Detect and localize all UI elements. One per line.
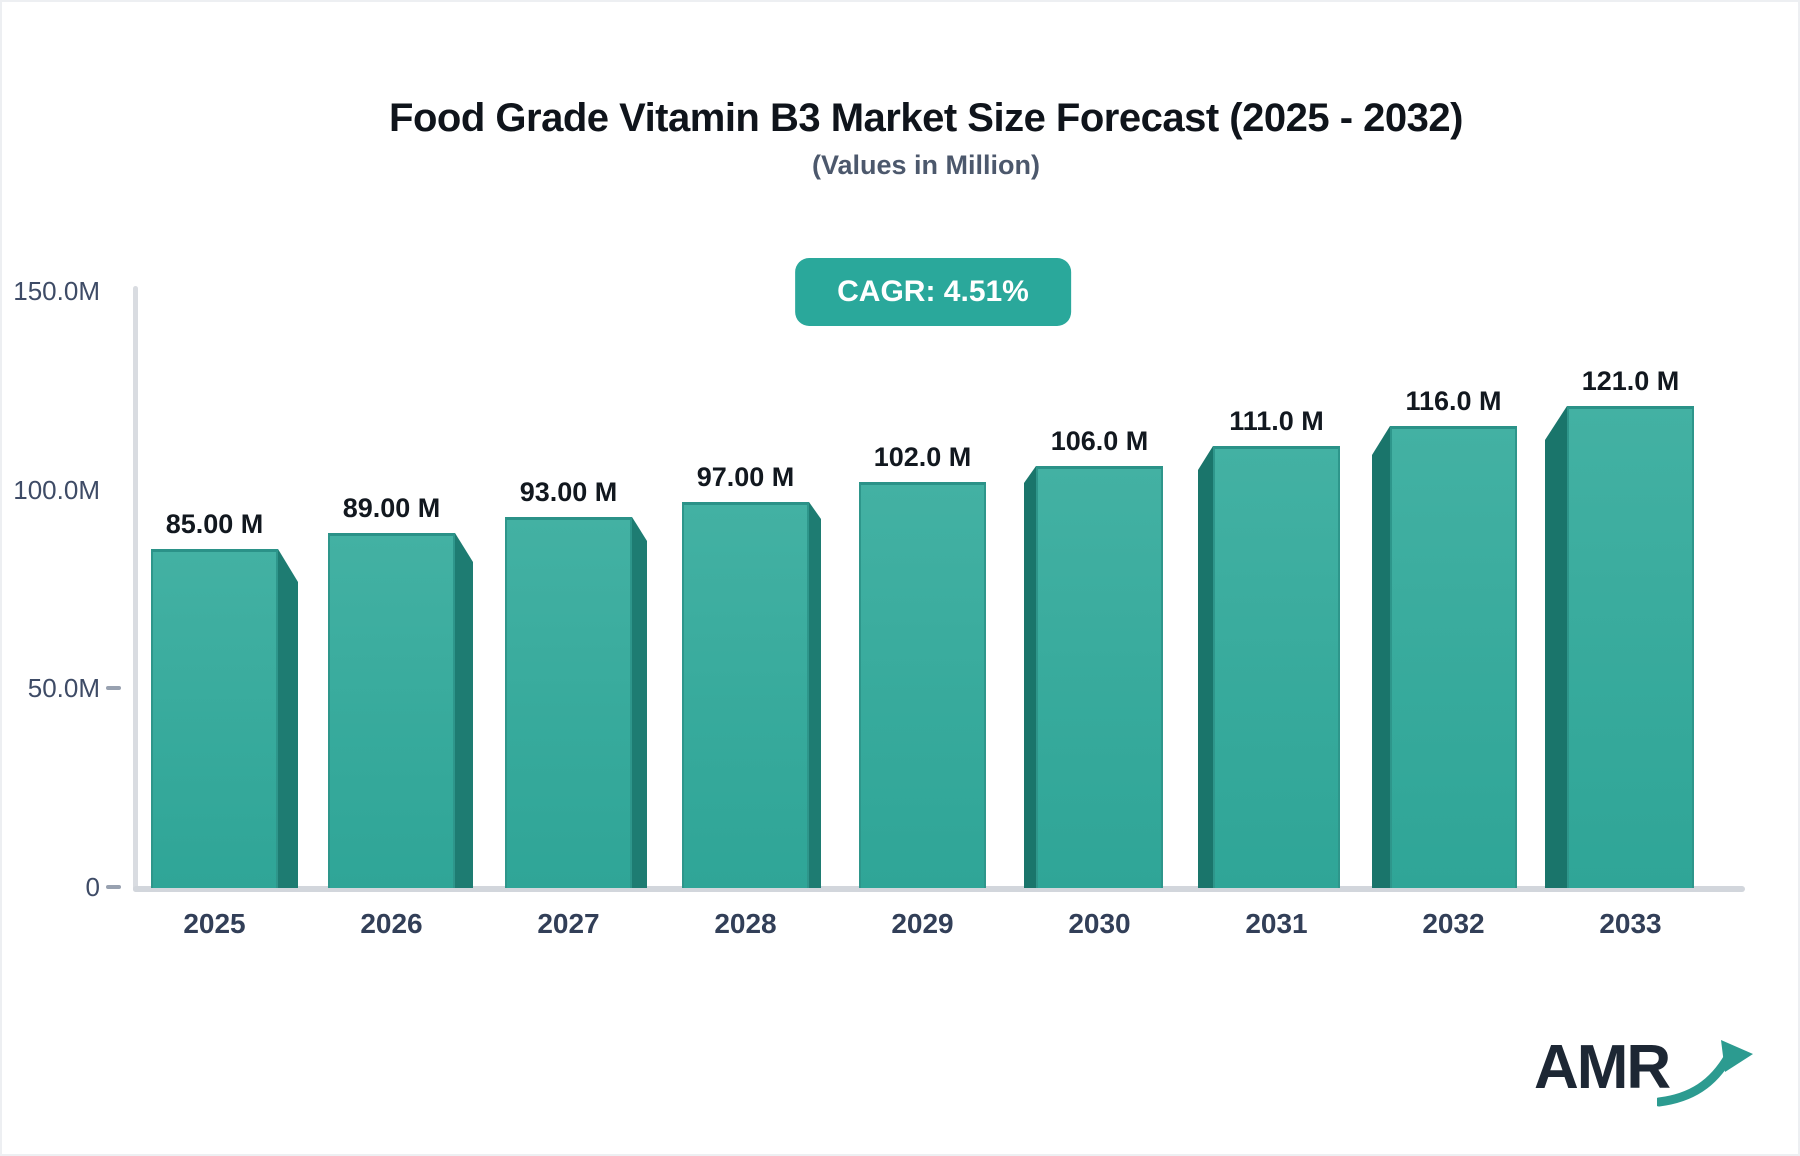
- amr-logo: AMR: [1534, 1036, 1757, 1108]
- y-tick-dash: [106, 885, 121, 889]
- bar-face: [1036, 466, 1163, 888]
- y-tick-label: 100.0M: [13, 474, 100, 505]
- bar-group: [682, 502, 821, 888]
- bar-group: [859, 482, 986, 888]
- bar-face: [1567, 406, 1694, 888]
- chart-title: Food Grade Vitamin B3 Market Size Foreca…: [389, 96, 1463, 140]
- x-axis-line: [133, 886, 1745, 892]
- bar-face: [682, 502, 809, 888]
- bar-side: [1198, 446, 1213, 888]
- x-tick-label: 2030: [1068, 908, 1131, 939]
- x-tick-label: 2033: [1599, 908, 1662, 939]
- bar-value-label: 97.00 M: [696, 462, 795, 492]
- bar-side: [1545, 406, 1567, 888]
- y-tick-label: 0: [85, 872, 100, 902]
- bar-face: [1213, 446, 1340, 888]
- amr-logo-text: AMR: [1534, 1033, 1671, 1102]
- bar-group: [1024, 466, 1163, 888]
- y-axis-line: [133, 286, 138, 892]
- bar-group: [328, 533, 473, 888]
- bar-side: [809, 502, 821, 888]
- y-tick-label: 50.0M: [27, 673, 100, 704]
- bar-side: [455, 533, 473, 888]
- x-tick-label: 2025: [183, 908, 246, 939]
- x-tick-label: 2027: [537, 908, 600, 939]
- x-tick-label: 2026: [360, 908, 423, 939]
- cagr-badge: CAGR: 4.51%: [795, 258, 1071, 326]
- bar-side: [278, 549, 298, 888]
- bar-face: [151, 549, 278, 888]
- bar-group: [1545, 406, 1694, 888]
- chart-subtitle: (Values in Million): [811, 150, 1041, 180]
- x-tick-label: 2032: [1422, 908, 1485, 939]
- growth-arrow-icon: [1657, 1040, 1754, 1107]
- bar-side: [1372, 426, 1390, 888]
- bar-value-label: 89.00 M: [342, 493, 441, 523]
- y-tick-label: 150.0M: [13, 276, 100, 306]
- bar-face: [328, 533, 455, 888]
- bar-value-label: 102.0 M: [873, 442, 972, 472]
- y-tick-dash: [106, 686, 121, 691]
- bar-value-label: 106.0 M: [1050, 426, 1149, 456]
- bar-face: [505, 517, 632, 888]
- bar-value-label: 116.0 M: [1405, 386, 1502, 416]
- bar-face: [859, 482, 986, 888]
- bar-side: [1024, 466, 1036, 888]
- x-tick-label: 2031: [1245, 908, 1308, 939]
- bar-value-label: 111.0 M: [1229, 406, 1324, 436]
- bar-face: [1390, 426, 1517, 888]
- bar-group: [1372, 426, 1517, 888]
- bar-value-label: 93.00 M: [519, 477, 618, 507]
- x-tick-label: 2028: [714, 908, 777, 939]
- bar-group: [505, 517, 647, 888]
- bar-value-label: 85.00 M: [165, 509, 264, 539]
- bar-group: [151, 549, 298, 888]
- x-tick-label: 2029: [891, 908, 954, 939]
- bar-value-label: 121.0 M: [1581, 366, 1680, 396]
- bar-side: [632, 517, 647, 888]
- bar-group: [1198, 446, 1340, 888]
